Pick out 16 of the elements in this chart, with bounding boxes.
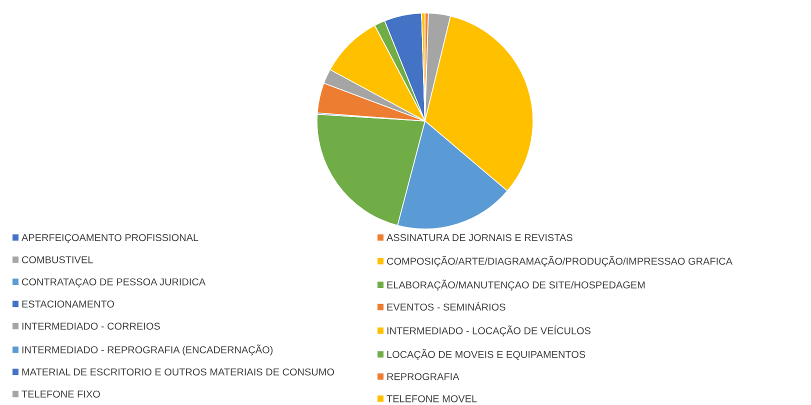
legend-label: EVENTOS - SEMINÁRIOS <box>387 302 506 311</box>
legend-label: ASSINATURA DE JORNAIS E REVISTAS <box>386 234 572 242</box>
legend-label: REPROGRAFIA <box>387 373 460 380</box>
legend-label: MATERIAL DE ESCRITORIO E OUTROS MATERIAIS DE CONSUMO <box>22 368 334 376</box>
legend-label: APERFEIÇOAMENTO PROFISSIONAL <box>22 234 198 244</box>
legend-label: COMBUSTIVEL <box>22 256 93 264</box>
legend-label: INTERMEDIADO - REPROGRAFIA (ENCADERNAÇÃO) <box>22 344 273 356</box>
legend-label: TELEFONE FIXO <box>22 390 100 398</box>
legend-label: TELEFONE MOVEL <box>386 395 477 402</box>
legend-label: CONTRATAÇAO DE PESSOA JURIDICA <box>22 278 206 288</box>
legend-label: COMPOSIÇÃO/ARTE/DIAGRAMAÇÃO/PRODUÇÃO/IMPRESSAO GRAFICA <box>387 256 732 267</box>
legend-label: INTERMEDIADO - CORREIOS <box>22 322 160 330</box>
legend-label: ESTACIONAMENTO <box>22 300 114 308</box>
legend-label: INTERMEDIADO - LOCAÇÃO DE VEÍCULOS <box>387 325 591 336</box>
legend-label: LOCAÇÃO DE MOVEIS E EQUIPAMENTOS <box>387 349 586 360</box>
legend-label: ELABORAÇÃO/MANUTENÇAO DE SITE/HOSPEDAGEM <box>387 280 645 291</box>
